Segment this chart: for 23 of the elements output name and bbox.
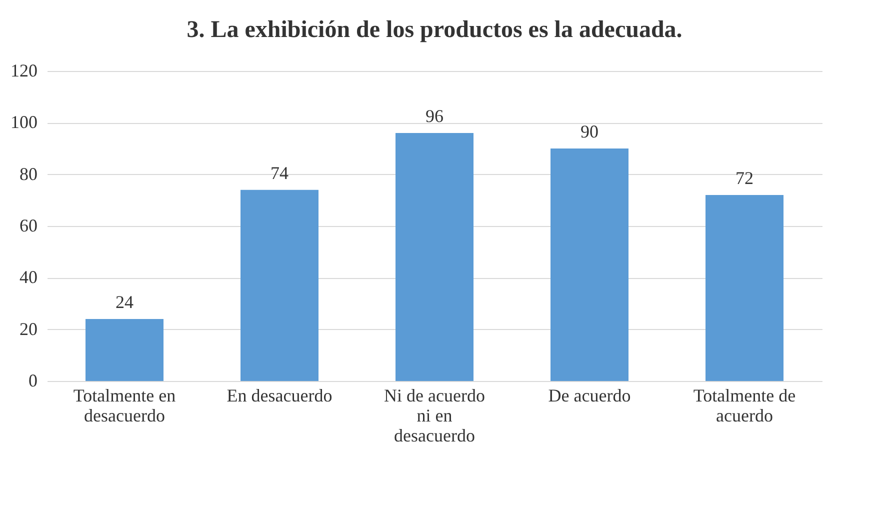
y-tick-label: 0: [28, 370, 38, 390]
chart-title: 3. La exhibición de los productos es la adecuada.: [186, 17, 682, 43]
x-tick-label: En desacuerdo: [226, 386, 332, 406]
data-label: 96: [426, 106, 444, 126]
x-tick-label: Ni de acuerdo ni en desacuerdo: [384, 386, 485, 446]
y-tick-label: 100: [10, 112, 38, 132]
y-tick-label: 120: [10, 60, 38, 80]
y-tick-label: 60: [20, 216, 38, 236]
data-label: 72: [736, 168, 754, 188]
bar: [396, 133, 474, 381]
x-tick-label: Totalmente de acuerdo: [693, 386, 796, 426]
data-label: 74: [270, 162, 288, 183]
bar: [86, 319, 164, 381]
bar: [240, 190, 318, 381]
data-label: 24: [116, 292, 134, 312]
data-label: 90: [580, 122, 598, 142]
y-tick-label: 80: [20, 164, 38, 184]
bar: [706, 195, 784, 381]
bar: [550, 148, 628, 381]
x-tick-label: Totalmente en desacuerdo: [73, 386, 176, 426]
x-tick-label: De acuerdo: [548, 386, 631, 406]
y-tick-label: 40: [20, 267, 38, 288]
y-tick-label: 20: [20, 318, 38, 339]
